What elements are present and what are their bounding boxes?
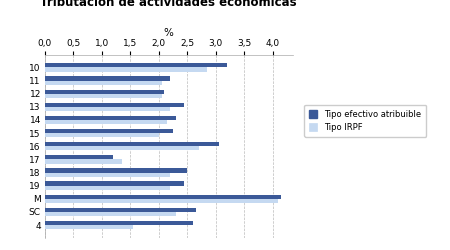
Bar — [45, 129, 173, 133]
Bar — [45, 142, 219, 146]
Bar — [45, 80, 162, 85]
Bar — [45, 168, 187, 172]
Bar — [45, 225, 133, 229]
Legend: Tipo efectivo atribuible, Tipo IRPF: Tipo efectivo atribuible, Tipo IRPF — [304, 105, 426, 137]
Bar — [45, 186, 170, 190]
Bar — [45, 212, 176, 216]
Bar — [45, 146, 198, 150]
Bar — [45, 116, 176, 120]
Bar — [45, 76, 170, 80]
Bar — [45, 120, 167, 124]
Bar — [45, 182, 184, 186]
Bar — [45, 107, 170, 111]
Bar — [45, 199, 278, 203]
Bar — [45, 208, 196, 212]
Bar — [45, 103, 184, 107]
Bar — [45, 133, 159, 137]
Bar — [45, 63, 227, 68]
Bar — [45, 160, 122, 164]
Bar — [45, 194, 281, 199]
Title: Tributación de actividades económicas: Tributación de actividades económicas — [40, 0, 297, 9]
Bar — [45, 68, 207, 72]
Bar — [45, 172, 170, 177]
Bar — [45, 221, 193, 225]
Bar — [45, 94, 162, 98]
X-axis label: %: % — [164, 28, 174, 38]
Bar — [45, 155, 113, 160]
Bar — [45, 90, 165, 94]
